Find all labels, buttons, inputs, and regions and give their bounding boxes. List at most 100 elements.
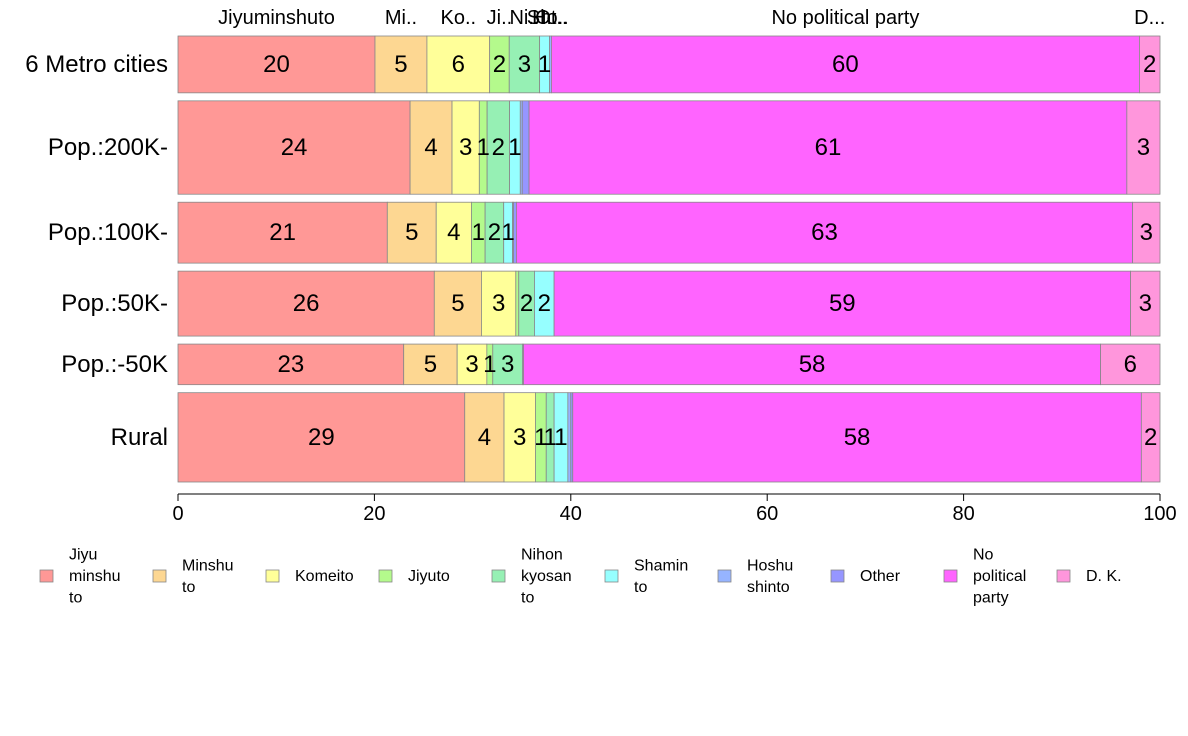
segment-6-metro-cities-no-political-party (551, 35, 1140, 94)
segment-pop-50k-minshu-to (403, 343, 458, 386)
legend-swatch-shamin-to (604, 569, 619, 583)
legend-swatch-other (830, 569, 845, 583)
value-label-pop-50k-minshu-to: 5 (424, 351, 437, 378)
value-label-6-metro-cities-jiyuto: 2 (493, 51, 506, 78)
segment-6-metro-cities-minshu-to (374, 35, 428, 94)
value-label-6-metro-cities-minshu-to: 5 (394, 51, 407, 78)
value-label-pop-100k-nihon-kyosan-to: 2 (488, 219, 501, 246)
row-label-6-metro-cities: 6 Metro cities (25, 51, 168, 78)
segment-pop-50k-nihon-kyosan-to (492, 343, 523, 386)
segment-rural-no-political-party (572, 392, 1142, 483)
value-label-pop-50k-d-k: 3 (1139, 290, 1152, 317)
value-label-pop-50k-nihon-kyosan-to: 2 (520, 290, 533, 317)
legend-swatch-hoshu-shinto (717, 569, 732, 583)
value-label-pop-50k-no-political-party: 58 (799, 351, 826, 378)
top-label-no-political-party: No political party (771, 7, 919, 29)
value-label-rural-jiyuto: 1 (534, 424, 547, 451)
segment-pop-50k-no-political-party (523, 343, 1101, 386)
x-tick-label-60: 60 (756, 503, 778, 525)
value-label-pop-200k-jiyu-minshu-to: 24 (281, 134, 308, 161)
value-label-pop-100k-no-political-party: 63 (811, 219, 838, 246)
row-labels: 6 Metro cities Pop.:200K- Pop.:100K- Pop.:5… (25, 51, 168, 451)
value-label-pop-200k-shamin-to: 1 (508, 134, 521, 161)
segment-pop-100k-minshu-to (386, 201, 437, 264)
top-label-jiyu-minshu-to: Jiyuminshuto (218, 7, 335, 29)
top-series-labels: Jiyuminshuto Mi.. Ko.. Ji..Ni..Sh..Ho..Ot..… (218, 7, 1165, 29)
value-label-pop-200k-minshu-to: 4 (424, 134, 437, 161)
value-label-pop-50k-jiyu-minshu-to: 26 (293, 290, 320, 317)
segment-pop-50k-jiyuto (515, 270, 520, 337)
legend-swatch-minshu-to (152, 569, 167, 583)
value-label-pop-200k-d-k: 3 (1137, 134, 1150, 161)
value-label-pop-100k-shamin-to: 1 (501, 219, 514, 246)
segment-pop-50k-minshu-to (433, 270, 482, 337)
value-label-pop-200k-no-political-party: 61 (815, 134, 842, 161)
value-label-pop-100k-jiyu-minshu-to: 21 (269, 219, 296, 246)
legend-swatch-jiyu-minshu-to (39, 569, 54, 583)
value-label-6-metro-cities-jiyu-minshu-to: 20 (263, 51, 290, 78)
segment-pop-200k-no-political-party (528, 100, 1128, 195)
segment-pop-200k-other (521, 100, 530, 195)
value-label-rural-nihon-kyosan-to: 1 (544, 424, 557, 451)
row-label-pop-100k: Pop.:100K- (48, 219, 168, 246)
row-label-pop-50k: Pop.:-50K (61, 351, 168, 378)
segment-6-metro-cities-d-k (1139, 35, 1161, 94)
legend-label-nihon-kyosan-to: Nihon kyosan to (521, 546, 572, 606)
value-label-pop-50k-no-political-party: 59 (829, 290, 856, 317)
segment-pop-50k-jiyu-minshu-to (177, 270, 435, 337)
value-label-pop-100k-minshu-to: 5 (405, 219, 418, 246)
legend-swatch-komeito (265, 569, 280, 583)
value-label-rural-komeito: 3 (513, 424, 526, 451)
segment-6-metro-cities-nihon-kyosan-to (508, 35, 541, 94)
legend-label-other: Other (860, 568, 901, 585)
top-label-d-k: D... (1134, 7, 1165, 29)
segment-rural-minshu-to (464, 392, 505, 483)
value-label-pop-50k-minshu-to: 5 (451, 290, 464, 317)
segment-rural-d-k (1140, 392, 1161, 483)
value-label-pop-200k-jiyuto: 1 (477, 134, 490, 161)
legend-label-d-k: D. K. (1086, 568, 1122, 585)
value-label-rural-d-k: 2 (1144, 424, 1157, 451)
segment-pop-100k-jiyu-minshu-to (177, 201, 388, 264)
legend-swatch-nihon-kyosan-to (491, 569, 506, 583)
bar-segments (177, 35, 1161, 483)
segment-6-metro-cities-jiyu-minshu-to (177, 35, 376, 94)
value-label-pop-50k-nihon-kyosan-to: 3 (501, 351, 514, 378)
segment-pop-100k-no-political-party (516, 201, 1134, 264)
value-label-pop-100k-d-k: 3 (1140, 219, 1153, 246)
legend-swatch-jiyuto (378, 569, 393, 583)
top-label-hoshu-shinto: Ho.. (532, 7, 569, 29)
value-label-pop-200k-komeito: 3 (459, 134, 472, 161)
value-label-pop-50k-jiyu-minshu-to: 23 (277, 351, 304, 378)
value-label-rural-no-political-party: 58 (844, 424, 871, 451)
segment-pop-100k-komeito (435, 201, 472, 264)
legend-label-hoshu-shinto: Hoshu shinto (747, 557, 793, 596)
value-label-pop-50k-komeito: 3 (492, 290, 505, 317)
value-label-pop-100k-jiyuto: 1 (472, 219, 485, 246)
value-label-pop-100k-komeito: 4 (447, 219, 460, 246)
segment-6-metro-cities-komeito (426, 35, 491, 94)
segment-pop-50k-komeito (481, 270, 517, 337)
value-label-6-metro-cities-d-k: 2 (1143, 51, 1156, 78)
value-label-6-metro-cities-komeito: 6 (452, 51, 465, 78)
segment-pop-100k-d-k (1132, 201, 1161, 264)
top-label-komeito: Ko.. (441, 7, 477, 29)
segment-pop-50k-d-k (1100, 343, 1161, 386)
segment-pop-200k-jiyu-minshu-to (177, 100, 411, 195)
top-label-jiyuto: Ji.. (487, 7, 513, 29)
top-label-minshu-to: Mi.. (385, 7, 417, 29)
segment-pop-50k-no-political-party (553, 270, 1131, 337)
value-label-rural-minshu-to: 4 (478, 424, 491, 451)
x-tick-label-40: 40 (560, 503, 582, 525)
segment-pop-50k-komeito (456, 343, 488, 386)
segment-pop-50k-jiyu-minshu-to (177, 343, 405, 386)
x-tick-label-100: 100 (1143, 503, 1176, 525)
segment-rural-hoshu-shinto (567, 392, 572, 483)
segment-rural-jiyu-minshu-to (177, 392, 466, 483)
legend-label-jiyu-minshu-to: Jiyu minshu to (69, 546, 121, 606)
legend-label-minshu-to: Minshu to (182, 557, 234, 596)
legend-label-no-political-party: No political party (973, 546, 1026, 606)
legend-label-komeito: Komeito (295, 568, 354, 585)
value-label-rural-jiyu-minshu-to: 29 (308, 424, 335, 451)
value-label-pop-50k-komeito: 3 (465, 351, 478, 378)
